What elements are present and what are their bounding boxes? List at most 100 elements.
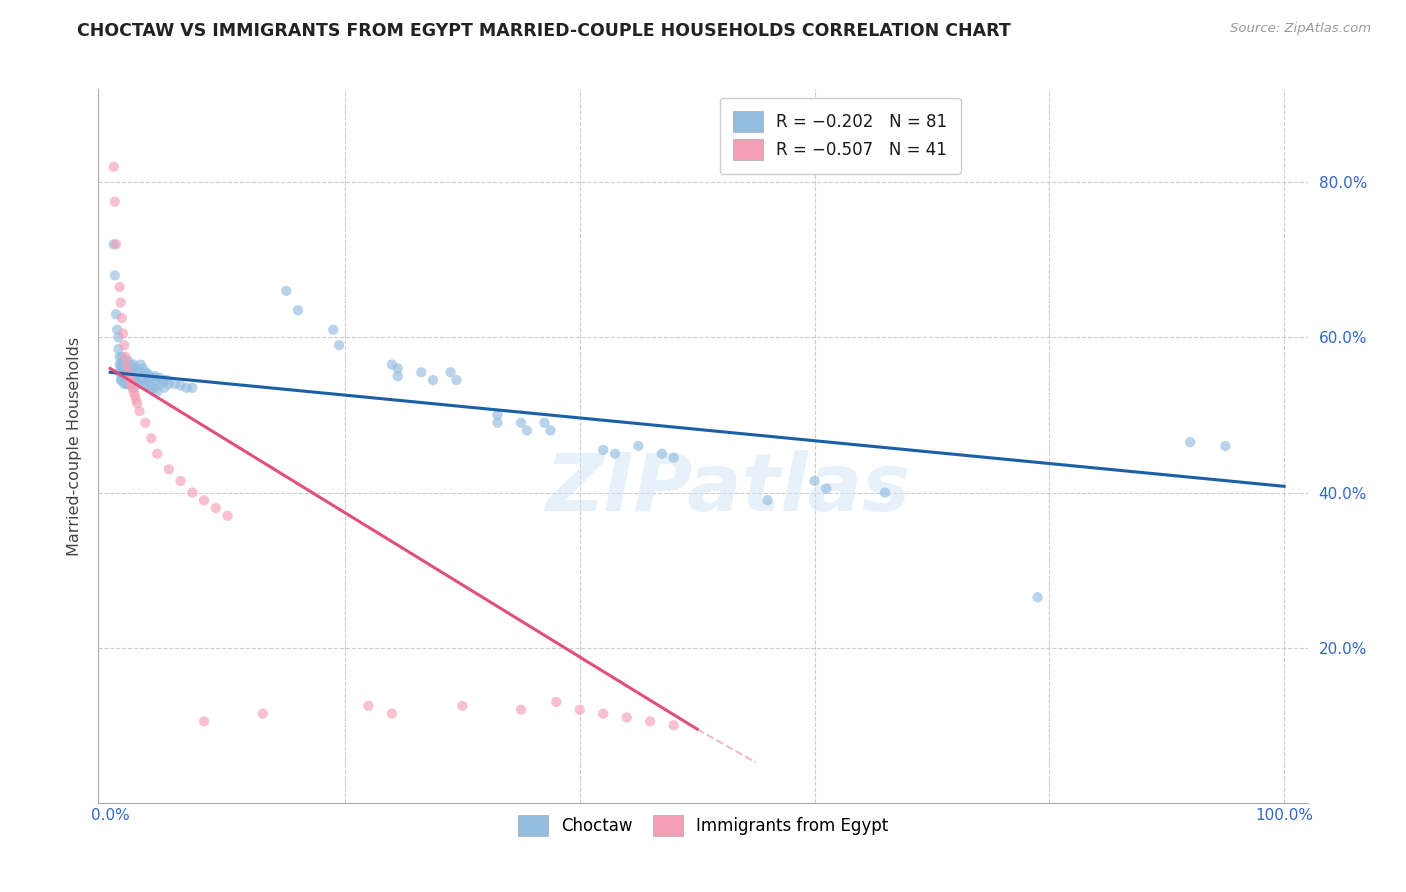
Point xyxy=(121,381,143,395)
Point xyxy=(111,361,134,376)
Point xyxy=(155,373,177,387)
Point xyxy=(129,370,152,384)
Point xyxy=(122,358,145,372)
Point xyxy=(252,706,274,721)
Point xyxy=(121,361,143,376)
Point xyxy=(127,376,149,391)
Point xyxy=(411,365,433,379)
Point xyxy=(815,482,838,496)
Point xyxy=(136,376,159,391)
Point xyxy=(103,160,125,174)
Point xyxy=(122,384,145,399)
Point xyxy=(276,284,298,298)
Point xyxy=(132,373,155,387)
Point xyxy=(111,373,134,387)
Point xyxy=(114,350,136,364)
Point xyxy=(146,384,169,399)
Point xyxy=(136,367,159,381)
Point xyxy=(104,194,127,209)
Point xyxy=(538,424,561,438)
Point xyxy=(139,369,162,384)
Point xyxy=(616,710,638,724)
Point xyxy=(217,508,239,523)
Point xyxy=(1026,591,1049,605)
Point xyxy=(510,416,533,430)
Point xyxy=(118,373,141,387)
Point xyxy=(122,369,145,384)
Point xyxy=(120,358,142,372)
Point xyxy=(139,378,162,392)
Y-axis label: Married-couple Households: Married-couple Households xyxy=(66,336,82,556)
Point xyxy=(108,358,131,372)
Point xyxy=(1215,439,1237,453)
Point xyxy=(117,365,139,379)
Point xyxy=(638,714,661,729)
Point xyxy=(104,268,127,283)
Point xyxy=(153,381,176,395)
Point xyxy=(120,376,142,391)
Point xyxy=(533,416,555,430)
Point xyxy=(169,378,191,392)
Point xyxy=(141,431,163,445)
Point xyxy=(486,408,509,422)
Point xyxy=(157,376,180,391)
Point xyxy=(803,474,825,488)
Text: Source: ZipAtlas.com: Source: ZipAtlas.com xyxy=(1230,22,1371,36)
Point xyxy=(662,450,685,465)
Point xyxy=(108,365,131,379)
Point xyxy=(111,311,134,326)
Point xyxy=(446,373,468,387)
Text: ZIPatlas: ZIPatlas xyxy=(544,450,910,528)
Point xyxy=(152,373,174,387)
Point xyxy=(486,416,509,430)
Point xyxy=(546,695,568,709)
Point xyxy=(107,342,129,356)
Point xyxy=(125,361,148,376)
Point xyxy=(592,706,614,721)
Point xyxy=(163,376,186,391)
Point xyxy=(117,365,139,379)
Point xyxy=(134,365,156,379)
Point xyxy=(105,307,128,321)
Point xyxy=(193,493,215,508)
Point xyxy=(1180,435,1202,450)
Point xyxy=(115,358,138,372)
Point xyxy=(120,373,142,387)
Point xyxy=(141,370,163,384)
Point xyxy=(110,295,132,310)
Point xyxy=(110,365,132,379)
Point xyxy=(322,323,344,337)
Point xyxy=(112,358,135,372)
Point xyxy=(287,303,309,318)
Point xyxy=(603,447,626,461)
Point xyxy=(328,338,350,352)
Point xyxy=(592,442,614,457)
Point xyxy=(120,373,142,387)
Point xyxy=(181,381,204,395)
Point xyxy=(148,370,170,384)
Point xyxy=(387,369,409,384)
Point xyxy=(204,501,226,516)
Point xyxy=(112,338,135,352)
Point xyxy=(662,718,685,732)
Point xyxy=(125,392,148,407)
Point xyxy=(108,280,131,294)
Point xyxy=(118,369,141,384)
Point xyxy=(381,358,404,372)
Text: CHOCTAW VS IMMIGRANTS FROM EGYPT MARRIED-COUPLE HOUSEHOLDS CORRELATION CHART: CHOCTAW VS IMMIGRANTS FROM EGYPT MARRIED… xyxy=(77,22,1011,40)
Point xyxy=(120,369,142,384)
Point xyxy=(141,381,163,395)
Point xyxy=(627,439,650,453)
Point xyxy=(127,396,149,410)
Point xyxy=(117,376,139,391)
Point xyxy=(114,373,136,387)
Point xyxy=(132,361,155,376)
Point xyxy=(112,369,135,384)
Point xyxy=(157,462,180,476)
Point xyxy=(149,376,172,391)
Point xyxy=(451,698,474,713)
Point xyxy=(381,706,404,721)
Point xyxy=(193,714,215,729)
Point xyxy=(176,381,198,395)
Point xyxy=(105,323,128,337)
